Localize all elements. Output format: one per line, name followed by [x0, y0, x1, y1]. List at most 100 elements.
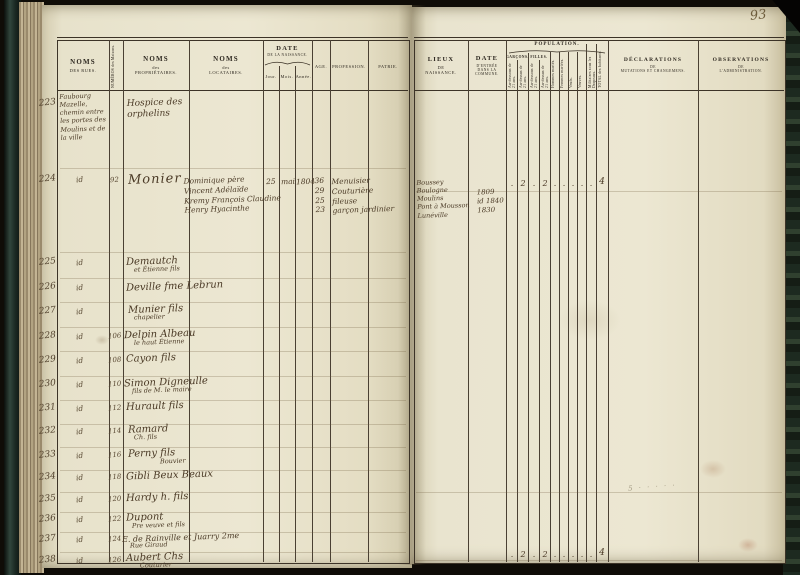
entry-229-ditto: id: [75, 355, 84, 366]
page-stain: [95, 335, 109, 345]
entry-231-ditto: id: [75, 403, 84, 414]
entry-227-proprietor-sub: chapelier: [133, 312, 165, 322]
entry-224-pop-mark: .: [553, 179, 557, 188]
col-header-lieux: LIEUX DE NAISSANCE.: [414, 42, 468, 88]
right-page: [412, 7, 786, 564]
entry-224-pop-total: 4: [599, 177, 605, 187]
entry-236-number: 236: [38, 513, 57, 525]
col-header-jour: Jour.: [265, 74, 277, 79]
entry-235-ditto: id: [75, 494, 84, 505]
col-header-lieux-sub: DE NAISSANCE.: [425, 64, 457, 75]
entry-238-pop-mark: .: [571, 550, 575, 559]
entry-rule: [60, 424, 406, 425]
col-header-lieux-title: LIEUX: [427, 55, 455, 63]
col-header-observations: OBSERVATIONS DE L'ADMINISTRATION.: [698, 42, 784, 88]
entry-232-number: 232: [38, 425, 57, 437]
col-header-proprietaires-title: NOMS: [143, 55, 169, 63]
entry-rule: [60, 512, 406, 513]
entry-rule: [416, 560, 782, 561]
col-header-rues: NOMS DES RUES.: [57, 42, 109, 88]
page-stain: [738, 538, 758, 552]
col-header-date-naissance: DATE DE LA NAISSANCE.: [263, 42, 312, 60]
entry-224-pop-mark: .: [580, 179, 584, 188]
col-header-observations-title: OBSERVATIONS: [712, 57, 770, 63]
grid-line: [528, 53, 529, 562]
left-header-bottom-rule: [57, 90, 408, 91]
col-header-age: AGE.: [314, 64, 328, 69]
col-header-rues-title: NOMS: [70, 57, 96, 66]
entry-233-number: 233: [38, 449, 57, 461]
col-header-observations-sub: DE L'ADMINISTRATION.: [719, 65, 763, 73]
entry-228-house-number: 106: [107, 331, 122, 341]
col-header-locataires-title: NOMS: [213, 55, 239, 63]
pop-sub-hommes-maries: Hommes mariés.: [551, 59, 555, 88]
grid-line: [539, 60, 540, 562]
col-header-mois: Mois.: [280, 74, 294, 79]
left-table-border: [57, 40, 410, 564]
entry-229-house-number: 108: [107, 355, 122, 365]
entry-230-house-number: 110: [107, 379, 122, 389]
col-header-proprietaires: NOMS des PROPRIÉTAIRES.: [123, 42, 189, 88]
entry-238-pop-mark: .: [553, 550, 557, 559]
entry-234-house-number: 118: [107, 472, 122, 482]
population-group-title: POPULATION.: [534, 42, 580, 47]
grid-line: [279, 66, 280, 562]
col-header-declarations-title: DÉCLARATIONS: [623, 57, 683, 63]
entry-237-house-number: 124: [107, 534, 122, 544]
entry-238-pop-mark: 2: [542, 550, 548, 559]
pop-sub-veuves: Veuves.: [578, 74, 582, 88]
grid-line: [586, 44, 587, 562]
pop-sub-veufs: Veufs.: [569, 77, 573, 88]
entry-235-proprietor: Hardy h. fils: [125, 490, 189, 505]
entry-224-birth-year: 1804: [295, 176, 316, 187]
col-header-declarations-sub: DE MUTATIONS ET CHANGEMENS.: [620, 65, 686, 73]
entry-224-pop-mark: .: [562, 179, 566, 188]
entry-rule: [60, 168, 406, 169]
entry-rule: [60, 470, 406, 471]
page-number: 93: [749, 7, 768, 24]
entry-225-proprietor-sub: et Étienne fils: [133, 264, 180, 274]
entry-237-ditto: id: [75, 534, 84, 545]
col-header-proprietaires-sub: des PROPRIÉTAIRES.: [134, 65, 178, 75]
entry-233-house-number: 116: [107, 450, 122, 460]
population-brace: [508, 50, 606, 54]
entry-rule: [60, 552, 406, 553]
grid-line: [468, 40, 469, 562]
col-header-date-title: DATE: [276, 45, 299, 52]
entry-226-number: 226: [38, 281, 57, 293]
grid-line: [596, 44, 597, 562]
left-table-top-rule: [57, 37, 408, 38]
entry-224-pop-mark: 2: [542, 179, 548, 188]
entry-237-proprietor-sub: Rue Giraud: [129, 540, 168, 550]
grid-line: [517, 60, 518, 562]
entry-235-house-number: 120: [107, 494, 122, 504]
grid-line: [330, 40, 331, 562]
entry-227-ditto: id: [75, 306, 84, 317]
col-header-rues-sub: DES RUES.: [69, 67, 97, 73]
entry-238-house-number: 126: [107, 555, 122, 565]
entry-223-number: 223: [38, 97, 57, 109]
entry-rule: [60, 400, 406, 401]
entry-238-number: 238: [38, 554, 57, 566]
grid-line: [608, 40, 609, 562]
col-header-locataires-sub: des LOCATAIRES.: [209, 65, 243, 75]
col-header-declarations: DÉCLARATIONS DE MUTATIONS ET CHANGEMENS.: [608, 42, 698, 88]
entry-238-pop-mark: .: [510, 550, 514, 559]
entry-224-entry-dates: 1809 id 1840 1830: [476, 187, 504, 214]
entry-224-pop-mark: .: [571, 179, 575, 188]
grid-line: [123, 40, 124, 562]
entry-224-ditto: id: [75, 174, 84, 185]
entry-223-street: Faubourg Mazelle, chemin entre les porte…: [59, 91, 106, 142]
page-edges-stack: [19, 2, 44, 573]
entry-238-pop-mark: .: [580, 550, 584, 559]
entry-rule: [60, 302, 406, 303]
entry-231-house-number: 112: [107, 403, 122, 413]
entry-223-proprietor: Hospice des orphelins: [126, 97, 183, 120]
entry-224-birth-day: 25: [265, 176, 276, 187]
grid-line: [506, 40, 507, 562]
entry-rule: [60, 278, 406, 279]
entry-235-number: 235: [38, 493, 57, 505]
entry-rule: [60, 351, 406, 352]
grid-line: [568, 52, 569, 562]
col-header-profession: PROFESSION.: [332, 64, 366, 69]
